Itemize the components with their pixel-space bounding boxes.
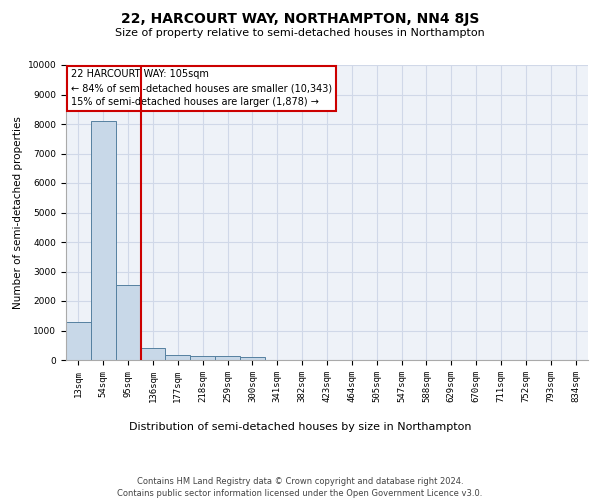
Text: 22 HARCOURT WAY: 105sqm
← 84% of semi-detached houses are smaller (10,343)
15% o: 22 HARCOURT WAY: 105sqm ← 84% of semi-de…: [71, 70, 332, 108]
Bar: [190, 356, 215, 360]
Bar: [140, 348, 166, 360]
Text: 22, HARCOURT WAY, NORTHAMPTON, NN4 8JS: 22, HARCOURT WAY, NORTHAMPTON, NN4 8JS: [121, 12, 479, 26]
Text: Size of property relative to semi-detached houses in Northampton: Size of property relative to semi-detach…: [115, 28, 485, 38]
Bar: [116, 285, 140, 360]
Bar: [215, 356, 240, 360]
Bar: [91, 121, 116, 360]
Text: Distribution of semi-detached houses by size in Northampton: Distribution of semi-detached houses by …: [129, 422, 471, 432]
Bar: [240, 357, 265, 360]
Bar: [166, 355, 190, 360]
Bar: [66, 322, 91, 360]
Y-axis label: Number of semi-detached properties: Number of semi-detached properties: [13, 116, 23, 309]
Text: Contains HM Land Registry data © Crown copyright and database right 2024.
Contai: Contains HM Land Registry data © Crown c…: [118, 476, 482, 498]
